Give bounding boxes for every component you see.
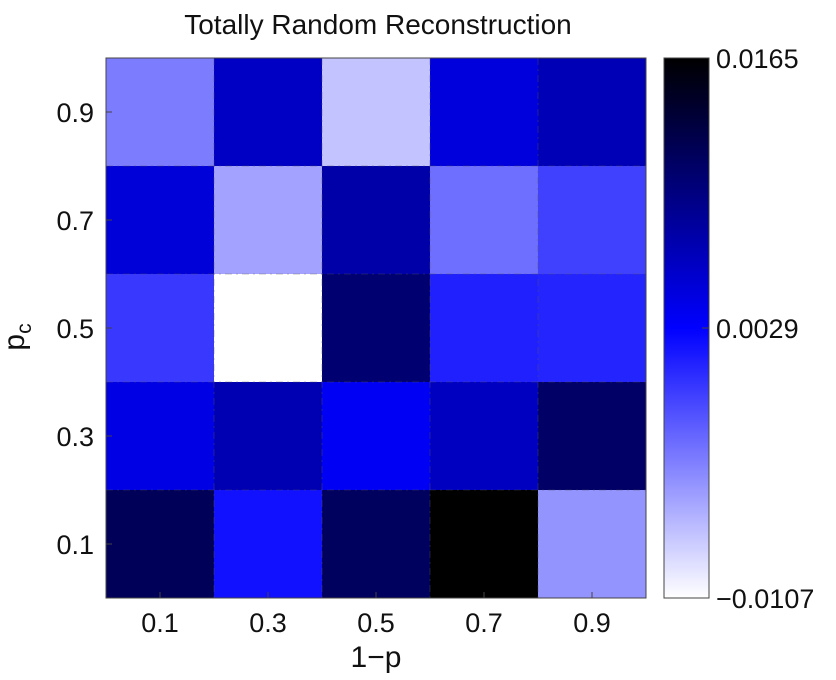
heatmap-cell-r3-c4 [538,382,646,490]
heatmap-cell-r1-c1 [214,166,322,274]
heatmap-cell-r4-c0 [106,490,214,598]
x-tick-label: 0.9 [573,608,611,638]
y-tick-label: 0.7 [56,206,94,236]
y-axis-ticks: 0.9 0.7 0.5 0.3 0.1 [56,98,112,560]
colorbar-tick-label: 0.0165 [716,44,799,74]
heatmap-cell-r4-c3 [430,490,538,598]
y-tick-label: 0.1 [56,530,94,560]
heatmap-cell-r1-c3 [430,166,538,274]
x-tick-label: 0.5 [357,608,395,638]
y-tick-label: 0.9 [56,98,94,128]
grid-layer [106,58,646,598]
heatmap-cell-r4-c1 [214,490,322,598]
heatmap-cell-r0-c1 [214,58,322,166]
heatmap-cell-r2-c0 [106,274,214,382]
colorbar-tick-label: −0.0107 [716,584,814,614]
x-axis-ticks: 0.1 0.3 0.5 0.7 0.9 [141,592,611,638]
heatmap-cell-r2-c3 [430,274,538,382]
heatmap-cell-r0-c0 [106,58,214,166]
heatmap-cell-r2-c2 [322,274,430,382]
x-axis-label: 1−p [351,641,402,674]
y-axis-label: pc [0,323,36,350]
heatmap-layer [106,58,646,598]
heatmap-cell-r1-c0 [106,166,214,274]
x-tick-label: 0.1 [141,608,179,638]
colorbar-ticks: 0.0165 0.0029 −0.0107 [702,44,814,614]
heatmap-cell-r3-c3 [430,382,538,490]
chart-title: Totally Random Reconstruction [184,9,572,40]
heatmap-cell-r1-c4 [538,166,646,274]
heatmap-cell-r2-c4 [538,274,646,382]
heatmap-cell-r4-c4 [538,490,646,598]
heatmap-cell-r4-c2 [322,490,430,598]
heatmap-cell-r2-c1 [214,274,322,382]
x-tick-label: 0.3 [249,608,287,638]
heatmap-cell-r3-c2 [322,382,430,490]
heatmap-cell-r0-c2 [322,58,430,166]
heatmap-cell-r0-c4 [538,58,646,166]
y-axis-label-main: p [0,334,31,351]
heatmap-cell-r3-c0 [106,382,214,490]
heatmap-cell-r0-c3 [430,58,538,166]
y-tick-label: 0.3 [56,422,94,452]
heatmap-cell-r3-c1 [214,382,322,490]
colorbar-tick-label: 0.0029 [716,314,799,344]
y-tick-label: 0.5 [56,314,94,344]
y-axis-label-subscript: c [13,323,36,334]
x-tick-label: 0.7 [465,608,503,638]
heatmap-cell-r1-c2 [322,166,430,274]
